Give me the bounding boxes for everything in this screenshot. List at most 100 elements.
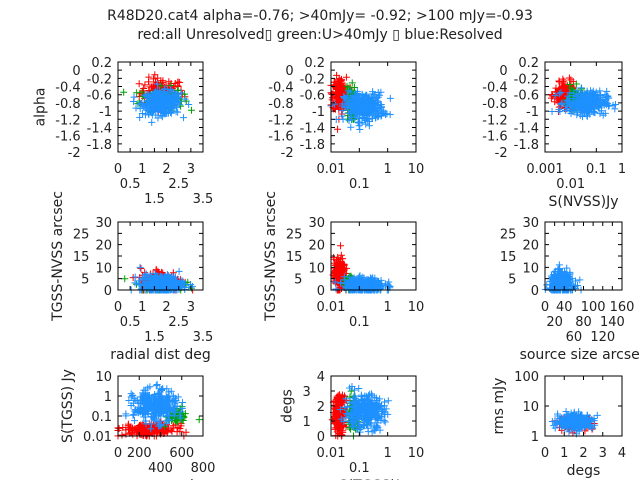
point-blue [338,107,346,115]
y-tick-label: 5 [81,273,89,288]
x-axis-label: degs [567,463,601,479]
point-blue [181,95,189,103]
point-red [339,83,347,91]
point-blue [381,398,389,406]
point-blue [593,411,601,419]
x-tick-label: 1 [560,446,568,461]
plot-frame [330,61,417,153]
point-blue [598,107,606,115]
point-blue [152,90,160,98]
point-green [347,387,355,395]
y-tick-label: 10 [95,261,112,276]
point-blue [355,114,363,122]
point-red [559,93,567,101]
y-tick-label: 5 [508,273,516,288]
point-blue [371,111,379,119]
point-blue [603,87,611,95]
point-blue [172,91,180,99]
point-blue [132,104,140,112]
point-blue [170,102,178,110]
x-tick-label: 1 [138,162,146,177]
point-blue [357,105,365,113]
point-red [334,125,342,133]
point-blue [170,96,178,104]
x-tick-label: 0 [114,162,122,177]
scatter-points [114,381,203,440]
point-blue [331,100,339,108]
point-red [559,75,567,83]
point-blue [168,272,176,280]
point-blue [369,90,377,98]
y-tick-label: 0.2 [304,56,325,71]
series-blue [548,84,619,121]
point-blue [152,382,160,390]
x-tick-label: 1.5 [144,330,165,345]
point-blue [138,110,146,118]
point-blue [366,118,374,126]
point-blue [350,100,358,108]
point-blue [175,267,183,275]
x-tick-label: 20 [546,315,563,330]
x-tick-label: 200 [127,446,152,461]
point-blue [166,104,174,112]
point-blue [355,385,363,393]
x-tick-label: 400 [148,461,173,476]
scatter-points [329,242,394,294]
y-tick-label: 0 [317,284,325,299]
point-blue [360,111,368,119]
point-red [159,79,167,87]
y-tick-label: 20 [522,239,539,254]
point-green [133,89,141,97]
panels: 00.511.522.533.50.20-0.2-0.4-0.6-0.8-1-1… [32,56,640,480]
y-tick-label: -0.6 [87,89,112,104]
x-tick-label: 2.5 [168,315,189,330]
point-red [332,84,340,92]
point-green [177,102,185,110]
point-red [328,96,336,104]
x-tick-label: 1 [384,162,392,177]
point-blue [592,88,600,96]
point-blue [557,100,565,108]
point-blue [151,95,158,103]
x-tick-label: 0 [541,300,549,315]
y-tick-label: 0 [285,64,293,79]
point-blue [551,92,559,100]
point-blue [158,113,166,121]
x-tick-label: 3 [187,162,195,177]
y-tick-label: 0 [104,284,112,299]
point-blue [567,101,575,109]
y-axis-label: rms mJy [491,378,507,435]
point-red [565,74,573,82]
y-tick-label: -1 [312,105,325,120]
point-red [335,82,343,90]
point-blue [136,113,144,121]
point-blue [365,102,373,110]
point-blue [154,114,162,122]
point-green [187,106,195,114]
y-tick-label: -0.2 [87,72,112,87]
point-blue [142,270,150,278]
point-green [343,82,351,90]
x-tick-label: 40 [556,300,573,315]
x-tick-label: 0.1 [349,461,370,476]
point-red [148,83,156,91]
scatter-points [541,261,585,294]
point-blue [586,104,594,112]
point-green [157,82,165,90]
point-blue [557,88,565,96]
x-tick-label: 120 [590,330,615,345]
title-line-2: red:all Unresolved▯ green:U>40mJy ▯ blue… [137,27,502,43]
y-tick-label: -0.4 [482,81,507,96]
y-axis-label: S(TGSS) Jy [60,369,76,443]
point-blue [386,111,394,119]
point-blue [339,115,347,123]
y-tick-label: 30 [522,216,539,231]
point-blue [570,92,578,100]
point-blue [356,125,364,133]
x-tick-label: 0 [114,300,122,315]
point-blue [344,103,352,111]
point-red [115,425,123,433]
point-blue [144,107,152,115]
point-blue [145,275,153,283]
